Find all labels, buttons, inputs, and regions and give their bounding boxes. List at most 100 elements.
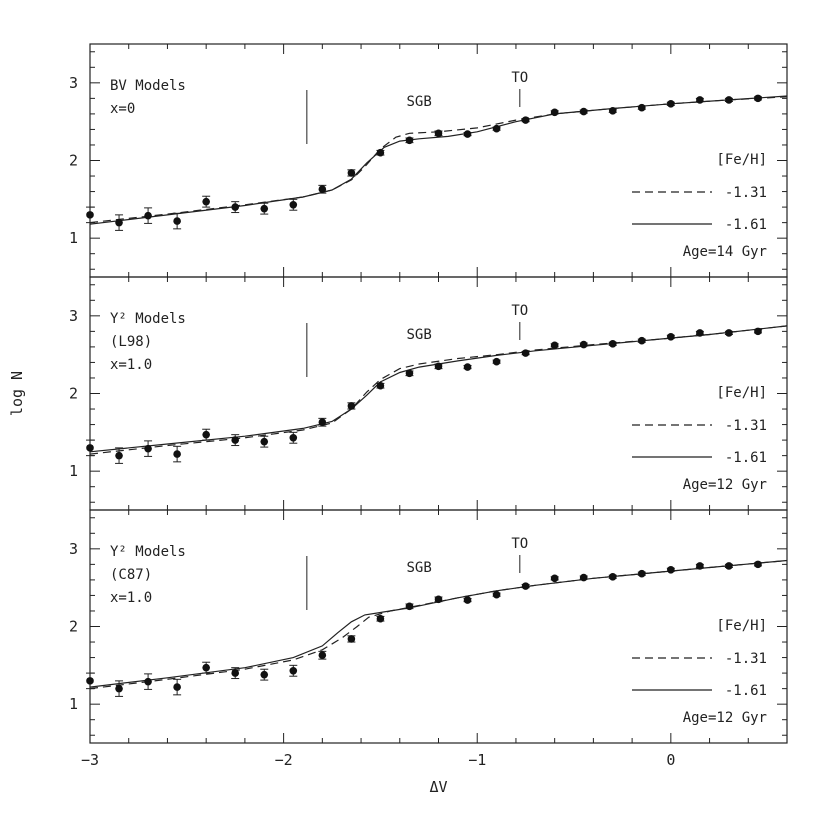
model-label: x=1.0 <box>110 590 152 606</box>
data-point <box>492 357 501 366</box>
data-point <box>376 381 385 390</box>
data-point <box>608 572 617 581</box>
data-point <box>260 437 269 446</box>
to-label: TO <box>511 303 528 319</box>
to-label: TO <box>511 70 528 86</box>
legend-label: -1.61 <box>725 217 767 233</box>
data-point <box>550 574 559 583</box>
data-point <box>144 444 152 453</box>
data-point <box>637 569 646 578</box>
panel-frame <box>89 43 788 278</box>
data-point <box>434 129 443 138</box>
y-tick-label: 3 <box>69 307 78 325</box>
data-point <box>115 218 123 227</box>
data-point <box>754 560 762 569</box>
panel-2: 1 2 3 Y² Models (L98) x=1.0 SGB TO [Fe/H] -1.31 -1… <box>69 276 788 511</box>
data-point <box>318 418 327 427</box>
model-curve-solid <box>89 559 788 688</box>
y-tick-label: 1 <box>69 229 78 247</box>
data-point <box>492 124 501 133</box>
data-point <box>289 666 298 675</box>
data-point <box>550 108 559 117</box>
y-tick-label: 1 <box>69 462 78 480</box>
age-label: Age=14 Gyr <box>683 244 767 260</box>
panel-1: 1 2 3 BV Models x=0 SGB TO [Fe/H] -1.31 -1.61 Age=… <box>69 43 788 278</box>
data-point <box>463 363 472 371</box>
to-label: TO <box>511 536 528 552</box>
y-tick-label: 2 <box>69 152 78 170</box>
data-point <box>608 106 617 115</box>
model-curve-dashed <box>89 96 788 224</box>
legend-label: -1.31 <box>725 418 767 434</box>
data-point <box>405 602 414 611</box>
model-curve-dashed <box>89 559 788 690</box>
age-label: Age=12 Gyr <box>683 477 767 493</box>
data-point <box>260 670 269 679</box>
model-label: (L98) <box>110 334 152 350</box>
data-point <box>725 562 733 570</box>
data-point <box>376 614 385 623</box>
data-point <box>289 433 298 442</box>
data-point <box>637 103 646 112</box>
model-label: x=1.0 <box>110 357 152 373</box>
model-curve-solid <box>89 95 788 225</box>
legend-label: -1.61 <box>725 450 767 466</box>
data-point <box>667 333 675 341</box>
legend-title: [Fe/H] <box>716 152 767 168</box>
x-tick-label: 0 <box>666 751 675 769</box>
panel-frame <box>89 509 788 744</box>
data-point <box>521 116 530 124</box>
data-point <box>463 596 472 604</box>
data-point <box>550 341 559 350</box>
data-point <box>86 211 94 219</box>
legend-label: -1.31 <box>725 651 767 667</box>
data-point <box>347 169 356 177</box>
data-point <box>696 329 704 337</box>
data-point <box>492 590 501 599</box>
y-tick-label: 3 <box>69 540 78 558</box>
model-label: BV Models <box>110 78 186 94</box>
model-label: Y² Models <box>110 311 186 327</box>
data-point <box>144 211 152 220</box>
data-point <box>608 339 617 348</box>
x-tick-label: −1 <box>468 751 486 769</box>
data-point <box>696 562 704 570</box>
data-point <box>115 684 123 693</box>
data-point <box>434 595 443 604</box>
data-point <box>376 148 385 157</box>
data-point <box>231 436 240 444</box>
x-axis-title: ΔV <box>429 778 447 796</box>
data-point <box>696 96 704 104</box>
data-point <box>231 203 240 211</box>
data-point <box>434 362 443 371</box>
data-point <box>260 204 269 213</box>
data-point <box>579 107 588 116</box>
model-label: x=0 <box>110 101 135 117</box>
y-axis-title: log N <box>8 371 26 416</box>
data-point <box>521 582 530 590</box>
panel-3: 1 2 3 Y² Models (C87) x=1.0 SGB TO [Fe/H] -1.31 -1… <box>69 509 788 744</box>
chart-panels: 1 2 3 BV Models x=0 SGB TO [Fe/H] -1.31 -1.61 Age=… <box>69 43 788 769</box>
sgb-label: SGB <box>406 94 431 110</box>
sgb-label: SGB <box>406 327 431 343</box>
data-point <box>725 96 733 104</box>
data-point <box>405 369 414 378</box>
data-point <box>202 663 210 672</box>
legend-label: -1.31 <box>725 185 767 201</box>
data-point <box>521 349 530 357</box>
panel-frame <box>89 276 788 511</box>
data-point <box>173 450 181 458</box>
age-label: Age=12 Gyr <box>683 710 767 726</box>
sgb-label: SGB <box>406 560 431 576</box>
data-point <box>754 327 762 336</box>
data-point <box>318 185 327 194</box>
data-point <box>173 683 181 691</box>
y-tick-label: 1 <box>69 695 78 713</box>
model-curve-dashed <box>89 325 788 455</box>
data-point <box>347 402 356 410</box>
data-point <box>144 677 152 686</box>
data-point <box>231 669 240 677</box>
data-point <box>86 677 94 685</box>
data-point <box>115 451 123 460</box>
